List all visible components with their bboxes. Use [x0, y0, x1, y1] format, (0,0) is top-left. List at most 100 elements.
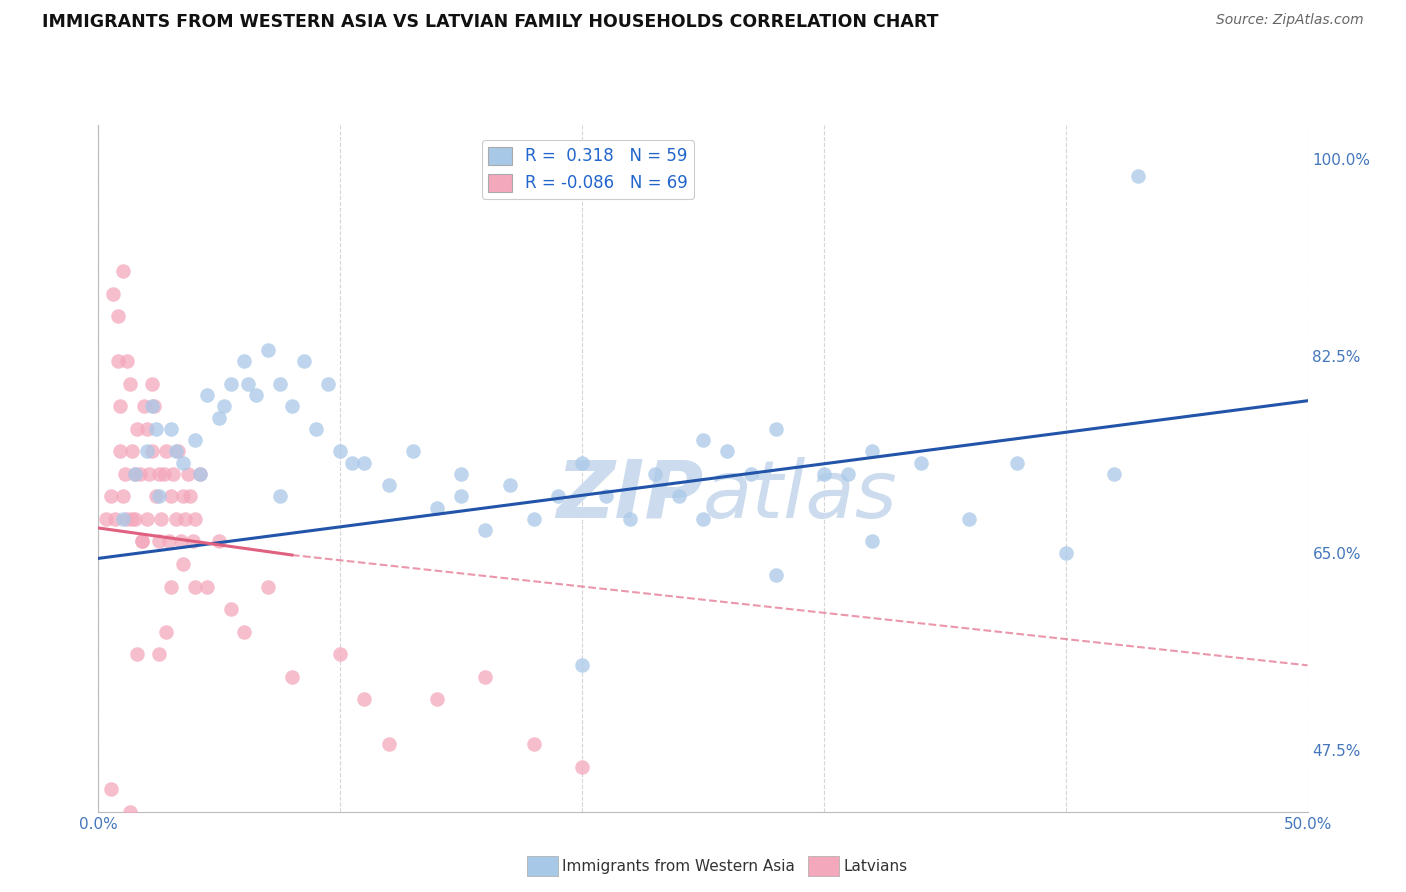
Point [174, 512, 197, 526]
Point [172, 557, 194, 571]
Point [108, 444, 131, 458]
Point [127, 422, 149, 436]
Point [692, 433, 714, 447]
Point [342, 456, 364, 470]
Point [716, 444, 738, 458]
Point [305, 422, 328, 436]
Point [238, 376, 260, 391]
Point [269, 490, 291, 504]
Point [148, 467, 170, 481]
Point [595, 490, 617, 504]
Point [281, 670, 304, 684]
Point [692, 512, 714, 526]
Point [269, 376, 291, 391]
Text: Latvians: Latvians [844, 859, 908, 873]
Point [740, 467, 762, 481]
Point [316, 376, 339, 391]
Point [117, 512, 139, 526]
Point [402, 444, 425, 458]
Point [165, 444, 187, 458]
Point [426, 692, 449, 706]
Point [160, 490, 183, 504]
Point [160, 422, 183, 436]
Point [152, 467, 174, 481]
Point [141, 400, 163, 414]
Point [141, 444, 163, 458]
Point [135, 512, 157, 526]
Point [184, 433, 207, 447]
Point [188, 467, 211, 481]
Point [117, 354, 139, 368]
Point [571, 760, 593, 774]
Point [181, 534, 204, 549]
Point [165, 512, 187, 526]
Point [450, 490, 472, 504]
Point [212, 400, 235, 414]
Point [94, 512, 117, 526]
Point [155, 444, 177, 458]
Point [377, 737, 399, 751]
Text: IMMIGRANTS FROM WESTERN ASIA VS LATVIAN FAMILY HOUSEHOLDS CORRELATION CHART: IMMIGRANTS FROM WESTERN ASIA VS LATVIAN … [42, 13, 939, 31]
Point [292, 354, 315, 368]
Point [167, 444, 190, 458]
Point [498, 478, 520, 492]
Point [765, 568, 787, 582]
Point [100, 490, 122, 504]
Point [450, 467, 472, 481]
Point [1054, 546, 1077, 560]
Point [221, 376, 243, 391]
Point [108, 400, 131, 414]
Point [127, 647, 149, 661]
Point [118, 376, 141, 391]
Point [208, 410, 231, 425]
Point [860, 444, 883, 458]
Point [184, 580, 207, 594]
Point [141, 376, 163, 391]
Point [111, 264, 134, 278]
Point [184, 512, 207, 526]
Point [256, 343, 278, 357]
Point [124, 467, 146, 481]
Point [114, 467, 136, 481]
Point [172, 490, 194, 504]
Point [145, 490, 167, 504]
Point [107, 354, 129, 368]
Point [135, 444, 157, 458]
Point [910, 456, 932, 470]
Point [860, 534, 883, 549]
Point [107, 310, 129, 324]
Point [145, 422, 167, 436]
Point [426, 500, 449, 515]
Point [157, 534, 180, 549]
Point [172, 456, 194, 470]
Point [195, 388, 218, 402]
Point [111, 512, 134, 526]
Point [160, 580, 183, 594]
Point [377, 478, 399, 492]
Point [138, 467, 160, 481]
Point [155, 624, 177, 639]
Point [619, 512, 641, 526]
Point [177, 467, 200, 481]
Point [101, 286, 124, 301]
Point [474, 523, 496, 537]
Point [837, 467, 859, 481]
Legend: R =  0.318   N = 59, R = -0.086   N = 69: R = 0.318 N = 59, R = -0.086 N = 69 [482, 140, 695, 199]
Point [1007, 456, 1029, 470]
Point [162, 467, 184, 481]
Point [128, 467, 150, 481]
Point [474, 670, 496, 684]
Point [100, 782, 122, 797]
Point [188, 467, 211, 481]
Point [169, 534, 191, 549]
Point [148, 490, 170, 504]
Point [232, 624, 254, 639]
Point [121, 444, 143, 458]
Point [121, 512, 143, 526]
Point [124, 467, 146, 481]
Point [179, 490, 201, 504]
Point [353, 692, 375, 706]
Point [957, 512, 980, 526]
Point [668, 490, 690, 504]
Point [124, 512, 146, 526]
